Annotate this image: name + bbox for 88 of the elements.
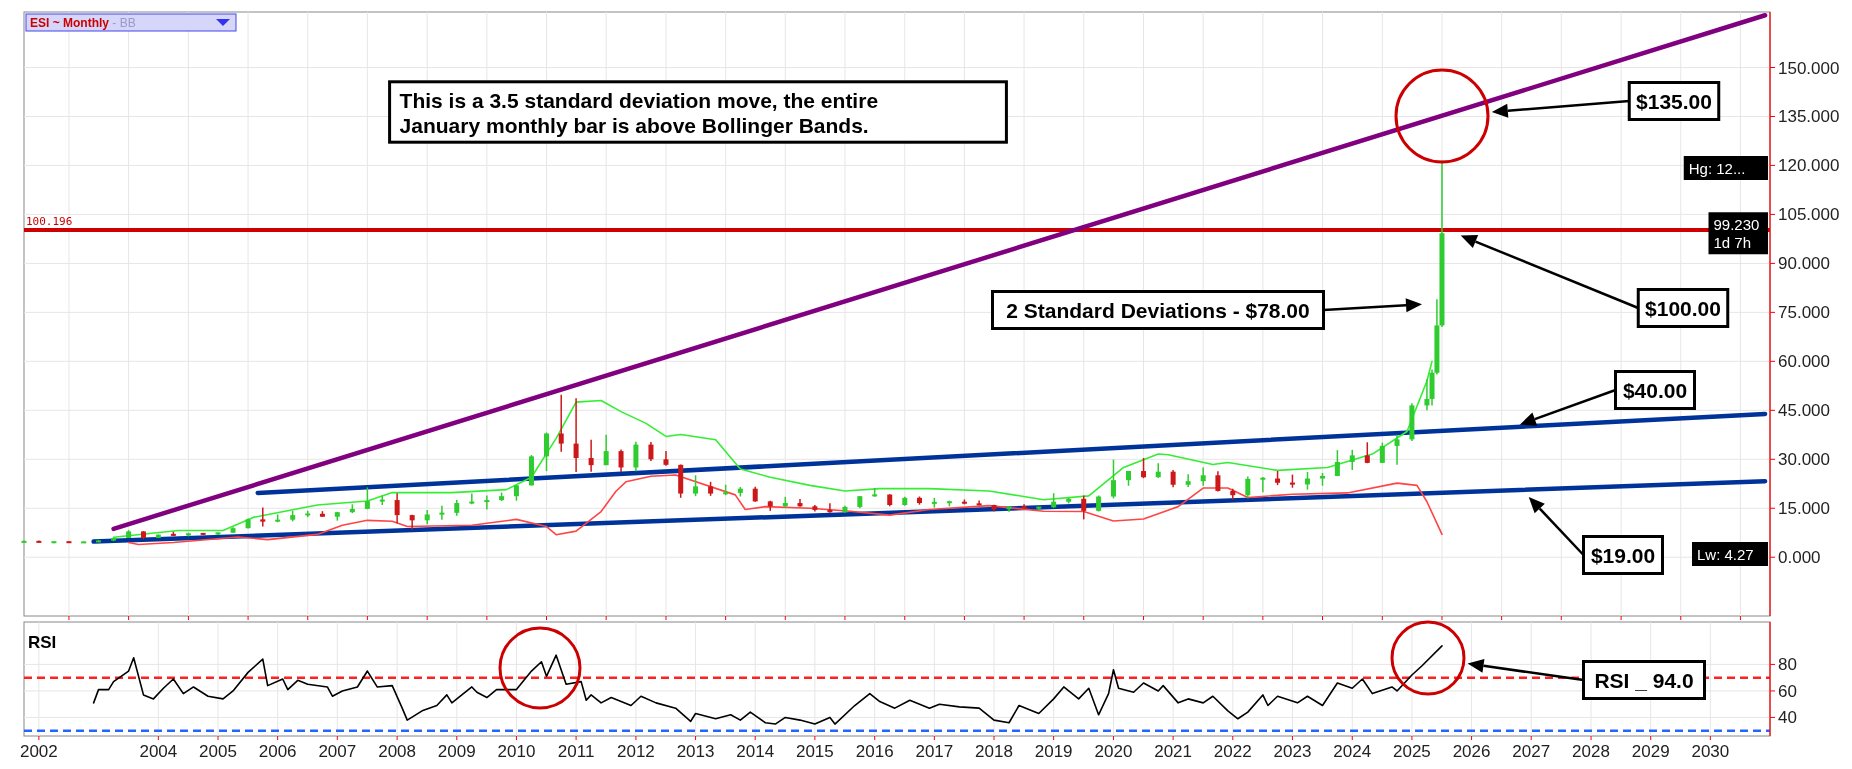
x-tick-label: 2018 xyxy=(975,742,1013,761)
candlestick xyxy=(484,494,490,511)
chart-title: ESI ~ Monthly xyxy=(30,16,110,30)
y-tick-label: 105.000 xyxy=(1778,205,1840,225)
x-tick-label: 2014 xyxy=(736,742,775,761)
candlestick xyxy=(633,440,639,473)
candlestick xyxy=(1185,473,1191,488)
annotation: $40.00 xyxy=(1622,378,1688,402)
annotation: 2 Standard Deviations - $78.00 xyxy=(1006,298,1310,322)
x-tick-label: 2020 xyxy=(1094,742,1133,761)
candlestick xyxy=(1260,476,1266,494)
x-tick-label: 2011 xyxy=(557,742,595,761)
x-tick-label: 2012 xyxy=(616,742,655,761)
x-tick-label: 2030 xyxy=(1691,742,1730,761)
candlestick xyxy=(1141,457,1147,479)
y-tick-label: 135.000 xyxy=(1778,107,1840,127)
x-tick-label: 2027 xyxy=(1512,742,1551,761)
candlestick xyxy=(618,448,624,473)
x-tick-label: 2026 xyxy=(1452,742,1491,761)
x-tick-label: 2016 xyxy=(855,742,894,761)
x-tick-label: 2022 xyxy=(1213,742,1252,761)
y-tick-label: 0.000 xyxy=(1778,548,1821,568)
candlestick xyxy=(588,438,594,473)
candlestick xyxy=(1215,470,1221,493)
y-tick-label: 15.000 xyxy=(1778,499,1830,519)
x-tick-label: 2013 xyxy=(676,742,715,761)
candlestick xyxy=(1379,441,1385,464)
y-tick-label: 40 xyxy=(1778,708,1797,728)
x-tick-label: 2010 xyxy=(497,742,536,761)
candlestick xyxy=(544,431,550,472)
candlestick xyxy=(573,397,579,473)
annotation: $135.00 xyxy=(1636,89,1712,113)
candlestick xyxy=(1334,449,1340,478)
line-series xyxy=(92,645,1443,725)
candlestick xyxy=(439,504,445,521)
annotation: $19.00 xyxy=(1590,543,1656,567)
x-tick-label: 2024 xyxy=(1333,742,1372,761)
line-series xyxy=(127,474,1443,546)
x-tick-label: 2015 xyxy=(795,742,834,761)
candlestick xyxy=(558,393,564,453)
x-tick-label: 2004 xyxy=(139,742,178,761)
x-tick-label: 2019 xyxy=(1034,742,1073,761)
annotation: This is a 3.5 standard deviation move, the entire January monthly bar is above Bollinger Bands. xyxy=(399,88,879,137)
candlestick xyxy=(1424,378,1430,412)
x-tick-label: 2008 xyxy=(378,742,417,761)
x-tick-label: 2017 xyxy=(915,742,954,761)
x-tick-label: 2029 xyxy=(1631,742,1670,761)
candlestick xyxy=(827,502,833,514)
y-tick-label: 45.000 xyxy=(1778,401,1830,421)
annotation: Hg: 12... xyxy=(1688,160,1746,177)
candlestick xyxy=(1110,458,1116,500)
x-tick-label: 2028 xyxy=(1572,742,1610,761)
x-tick-label: 2021 xyxy=(1154,742,1193,761)
y-tick-label: 60.000 xyxy=(1778,352,1830,372)
candlestick xyxy=(260,506,266,528)
text: RSI xyxy=(28,633,57,652)
x-tick-label: 2009 xyxy=(437,742,476,761)
y-tick-label: 75.000 xyxy=(1778,303,1830,323)
candlestick xyxy=(469,492,475,506)
annotation: Lw: 4.27 xyxy=(1697,546,1754,563)
x-tick-label: 2025 xyxy=(1392,742,1431,761)
ref-line-label: 100.196 xyxy=(26,215,73,229)
x-tick-label: 2005 xyxy=(199,742,237,761)
candlestick xyxy=(797,498,803,508)
annotation: 99.230 1d 7h xyxy=(1713,216,1760,252)
annotation: $100.00 xyxy=(1645,296,1721,320)
annotation: RSI _ 94.0 xyxy=(1594,668,1694,692)
y-tick-label: 150.000 xyxy=(1778,58,1840,78)
candlestick xyxy=(1081,494,1087,521)
y-tick-label: 60 xyxy=(1778,681,1797,701)
candlestick xyxy=(648,441,654,462)
candlestick xyxy=(394,492,400,525)
x-tick-label: 2023 xyxy=(1273,742,1312,761)
y-tick-label: 30.000 xyxy=(1778,450,1830,470)
candlestick xyxy=(603,434,609,466)
candlestick xyxy=(1349,449,1355,471)
y-tick-label: 80 xyxy=(1778,655,1797,675)
x-tick-label: 2006 xyxy=(258,742,297,761)
candlestick xyxy=(1245,475,1251,499)
chart-subtitle: - BB xyxy=(109,16,136,30)
x-tick-label: 2007 xyxy=(318,742,357,761)
y-tick-label: 120.000 xyxy=(1778,156,1840,176)
y-tick-label: 90.000 xyxy=(1778,254,1830,274)
candlestick xyxy=(693,474,699,497)
line-series xyxy=(112,360,1433,539)
candlestick xyxy=(1200,466,1206,487)
candlestick xyxy=(1394,434,1400,466)
x-tick-label: 2002 xyxy=(19,742,58,761)
